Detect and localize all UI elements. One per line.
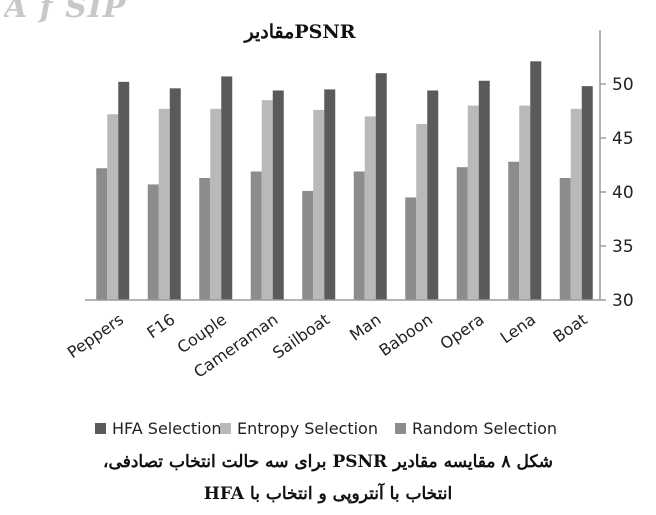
bar-hfa-selection-peppers	[118, 81, 130, 300]
bar-random-selection-lena	[508, 161, 520, 300]
bar-entropy-selection-opera	[467, 105, 479, 300]
y-tick-label: 40	[612, 183, 634, 203]
figure-caption-line2: انتخاب با آنتروپی و انتخاب با HFA	[203, 484, 453, 504]
figure-caption-line1: شکل ۸ مقایسه مقادیر PSNR برای سه حالت ان…	[103, 452, 553, 472]
y-tick-label: 35	[612, 237, 634, 257]
bar-entropy-selection-lena	[519, 105, 531, 300]
x-tick-label-peppers: Peppers	[64, 310, 127, 362]
bar-random-selection-boat	[559, 177, 571, 300]
legend-swatch-entropy-selection	[220, 423, 231, 434]
bar-random-selection-peppers	[96, 168, 108, 300]
bar-entropy-selection-baboon	[416, 123, 428, 301]
legend-label-entropy-selection: Entropy Selection	[237, 419, 378, 438]
legend-label-hfa-selection: HFA Selection	[112, 419, 222, 438]
bar-hfa-selection-couple	[221, 76, 233, 300]
bar-hfa-selection-baboon	[427, 90, 439, 300]
bar-hfa-selection-opera	[478, 80, 490, 300]
bar-hfa-selection-boat	[581, 86, 593, 300]
watermark-text: A f SIP	[4, 0, 127, 24]
bars-group	[96, 61, 593, 301]
bar-hfa-selection-lena	[530, 61, 542, 300]
x-tick-label-f16: F16	[143, 310, 178, 343]
bar-hfa-selection-f16	[169, 88, 181, 300]
legend-label-random-selection: Random Selection	[412, 419, 557, 438]
x-tick-label-man: Man	[346, 310, 385, 345]
y-tick-label: 30	[612, 291, 634, 311]
legend-swatch-hfa-selection	[95, 423, 106, 434]
x-tick-label-baboon: Baboon	[375, 310, 436, 360]
bar-hfa-selection-sailboat	[324, 89, 336, 301]
legend-swatch-random-selection	[395, 423, 406, 434]
bar-entropy-selection-cameraman	[261, 100, 273, 300]
bar-random-selection-opera	[456, 167, 468, 300]
bar-entropy-selection-f16	[158, 108, 170, 300]
bar-random-selection-man	[353, 171, 365, 300]
x-tick-label-lena: Lena	[497, 310, 539, 348]
y-tick-label: 50	[612, 75, 634, 95]
bar-hfa-selection-man	[375, 73, 387, 300]
bar-entropy-selection-couple	[210, 108, 222, 300]
bar-entropy-selection-boat	[570, 108, 582, 300]
x-tick-label-opera: Opera	[437, 310, 488, 354]
bar-random-selection-baboon	[405, 197, 417, 300]
bar-random-selection-cameraman	[250, 171, 262, 300]
bar-random-selection-couple	[199, 177, 211, 300]
bar-entropy-selection-man	[364, 116, 376, 301]
legend: HFA Selection Entropy Selection Random Sel…	[95, 419, 557, 438]
x-tick-label-boat: Boat	[549, 310, 590, 347]
bar-random-selection-f16	[147, 184, 159, 300]
x-tick-label-sailboat: Sailboat	[269, 310, 333, 363]
y-axis: 30 35 40 45 50	[599, 30, 634, 311]
bar-hfa-selection-cameraman	[272, 90, 284, 300]
bar-random-selection-sailboat	[302, 190, 314, 300]
bar-entropy-selection-sailboat	[313, 109, 325, 300]
y-tick-label: 45	[612, 129, 634, 149]
bar-entropy-selection-peppers	[107, 114, 119, 301]
chart-title: مقادیرPSNR	[243, 21, 356, 43]
